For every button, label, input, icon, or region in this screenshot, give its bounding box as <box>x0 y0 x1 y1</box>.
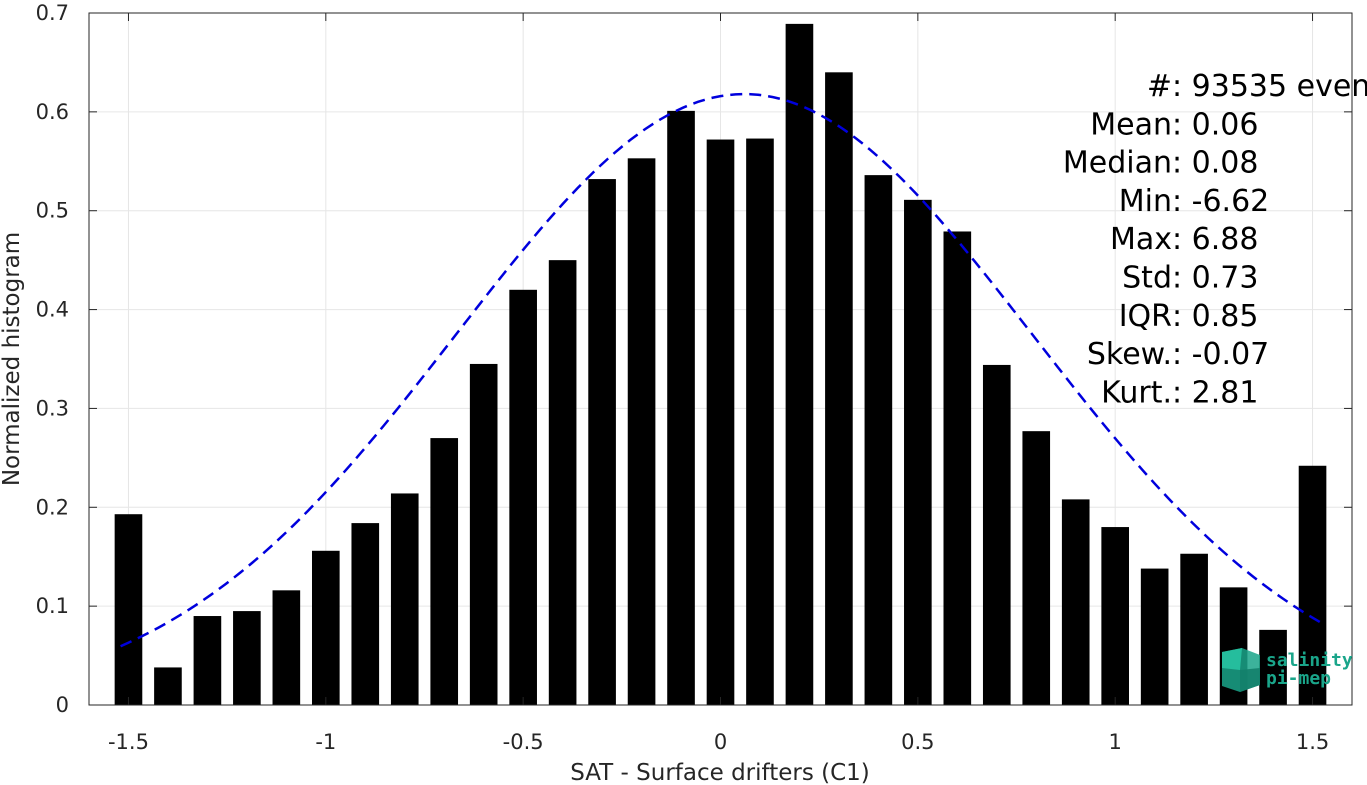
x-tick-label: 0 <box>714 730 727 754</box>
stat-value: : 0.85 <box>1172 299 1258 334</box>
histogram-bar <box>1259 629 1287 705</box>
y-tick-label: 0.3 <box>36 396 69 420</box>
y-tick-label: 0.6 <box>36 100 69 124</box>
histogram-bars <box>114 23 1327 706</box>
x-tick-label: -0.5 <box>503 730 544 754</box>
x-axis-ticks: -1.5 -1 -0.5 0 0.5 1 1.5 <box>108 13 1329 754</box>
histogram-bar <box>746 138 774 705</box>
stat-label: Skew. <box>1087 337 1172 372</box>
logo-text-line1: salinity <box>1266 650 1353 671</box>
histogram-bar <box>904 199 932 705</box>
histogram-bar <box>588 179 616 705</box>
histogram-bar <box>982 364 1011 705</box>
histogram-bar <box>390 493 419 705</box>
histogram-bar <box>548 260 577 705</box>
histogram-bar <box>943 231 972 705</box>
histogram-bar <box>864 175 893 705</box>
cube-logo-icon <box>1222 648 1260 692</box>
y-axis-title: Normalized histogram <box>0 232 25 486</box>
gaussian-fit-curve <box>120 92 1322 648</box>
stat-label: # <box>1147 69 1172 104</box>
y-tick-label: 0.7 <box>36 1 69 25</box>
stat-label: Median <box>1063 146 1172 181</box>
histogram-bar <box>1140 568 1169 705</box>
y-tick-label: 0.5 <box>36 199 69 223</box>
stat-label: Std <box>1122 261 1172 296</box>
histogram-bar <box>509 289 537 705</box>
histogram-bar <box>1180 553 1208 705</box>
histogram-bar <box>1101 527 1130 705</box>
stat-value: : -6.62 <box>1172 184 1269 219</box>
y-tick-label: 0.1 <box>36 594 69 618</box>
y-tick-label: 0.2 <box>36 495 69 519</box>
x-tick-label: 1.5 <box>1296 730 1329 754</box>
histogram-bar <box>154 667 182 705</box>
y-tick-label: 0.4 <box>36 298 69 322</box>
stat-value: : 93535 events <box>1172 69 1367 104</box>
histogram-bar <box>1022 431 1051 705</box>
histogram-bar <box>311 550 340 705</box>
stat-label: IQR <box>1119 299 1172 334</box>
histogram-bar <box>114 514 143 705</box>
salinity-pimep-logo: salinity pi-mep <box>1222 648 1353 692</box>
stat-label: Min <box>1119 184 1172 219</box>
x-tick-label: -1.5 <box>108 730 149 754</box>
x-tick-label: 1 <box>1109 730 1122 754</box>
stat-label: Mean <box>1090 107 1172 142</box>
histogram-bar <box>193 616 222 705</box>
histogram-bar <box>233 611 261 705</box>
histogram-bar <box>825 72 853 706</box>
stat-value: : 0.08 <box>1172 146 1258 181</box>
histogram-bar <box>272 590 301 705</box>
y-tick-label: 0 <box>56 693 69 717</box>
stat-value: : 2.81 <box>1172 375 1258 410</box>
histogram-bar <box>706 139 735 706</box>
histogram-bar <box>785 23 814 706</box>
histogram-bar <box>1298 465 1327 705</box>
y-axis-ticks: 0 0.1 0.2 0.3 0.4 0.5 0.6 0.7 <box>36 1 1352 717</box>
histogram-bar <box>430 438 459 705</box>
stat-label: Kurt. <box>1101 375 1172 410</box>
histogram-bar <box>667 110 695 705</box>
x-tick-label: 0.5 <box>901 730 934 754</box>
logo-text-line2: pi-mep <box>1266 668 1331 689</box>
x-tick-label: -1 <box>315 730 336 754</box>
x-axis-title: SAT - Surface drifters (C1) <box>570 760 870 785</box>
histogram-bar <box>469 363 498 705</box>
stat-value: : -0.07 <box>1172 337 1269 372</box>
stat-value: : 6.88 <box>1172 222 1258 257</box>
histogram-bar <box>627 158 656 705</box>
stat-label: Max <box>1110 222 1172 257</box>
stat-value: : 0.06 <box>1172 107 1258 142</box>
stat-value: : 0.73 <box>1172 261 1258 296</box>
histogram-bar <box>351 523 380 705</box>
histogram-bar <box>1061 499 1090 705</box>
